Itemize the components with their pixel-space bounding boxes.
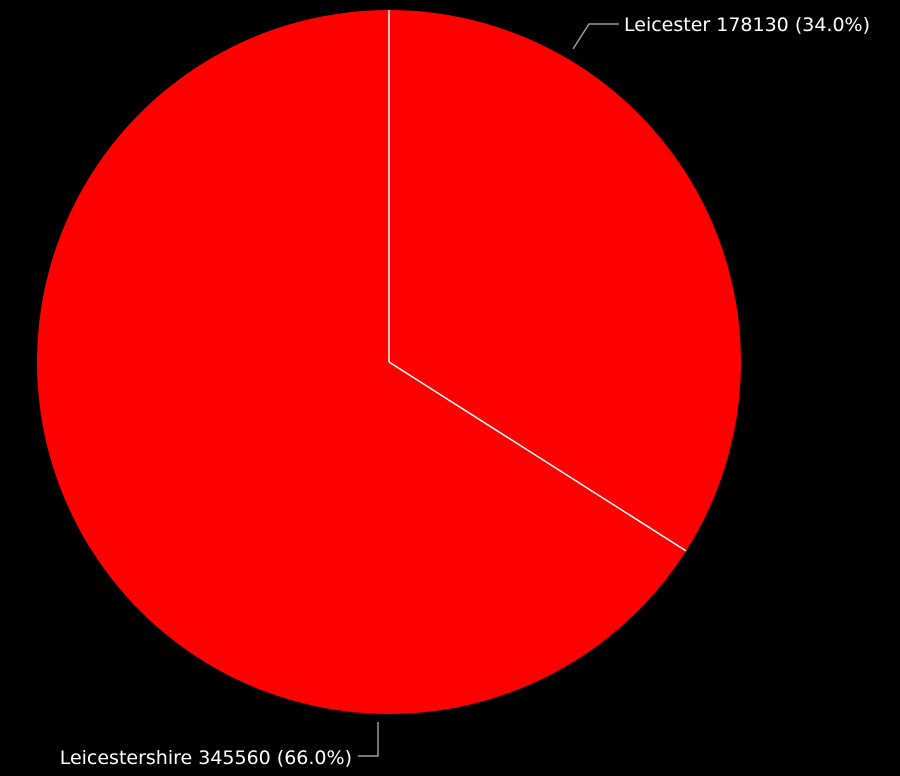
leader-line-leicester xyxy=(572,23,619,50)
slices-layer xyxy=(36,10,741,714)
slice-separator xyxy=(388,361,687,552)
labels-layer: Leicester 178130 (34.0%) Leicestershire … xyxy=(60,14,870,769)
leader-lines-layer xyxy=(358,23,619,757)
pie-slice-leicester xyxy=(389,10,741,551)
slice-label-leicestershire: Leicestershire 345560 (66.0%) xyxy=(60,747,352,769)
separators-layer xyxy=(388,10,687,552)
slice-label-leicester: Leicester 178130 (34.0%) xyxy=(624,14,870,36)
leader-line-leicestershire xyxy=(358,722,379,757)
pie-slice-leicestershire xyxy=(36,10,687,714)
